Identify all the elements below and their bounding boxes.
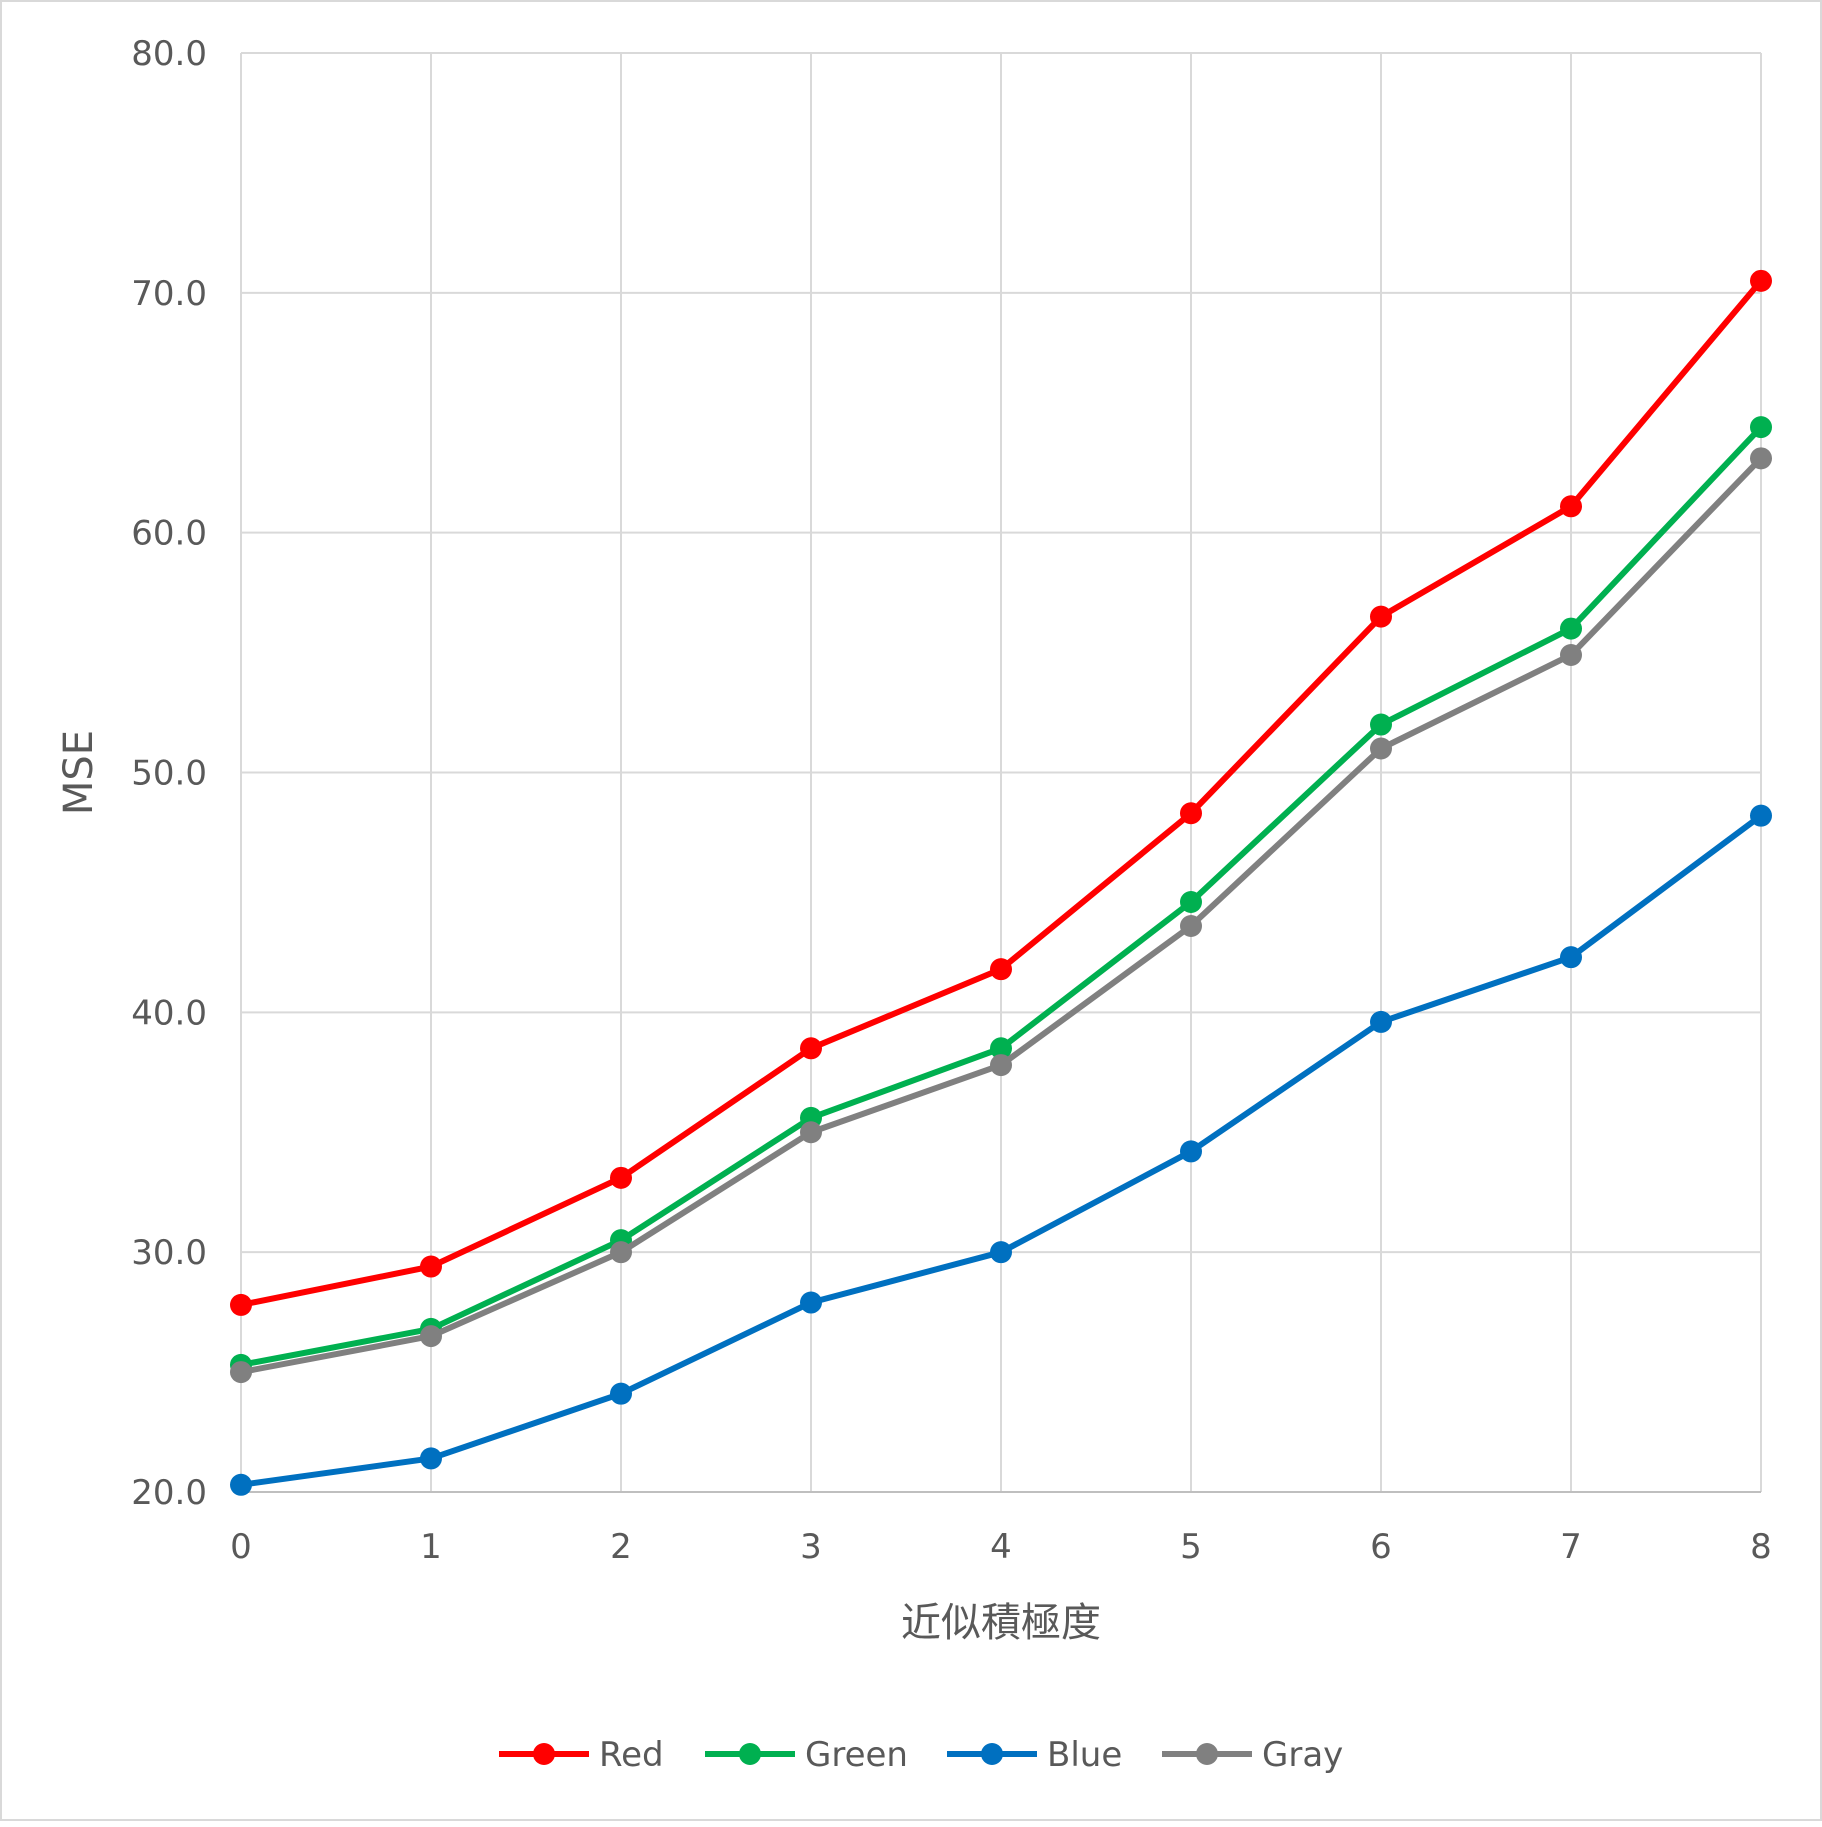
data-point-blue: [1750, 804, 1772, 827]
data-point-red: [990, 958, 1012, 981]
data-point-red: [800, 1037, 822, 1060]
data-point-blue: [610, 1382, 632, 1405]
x-tick-label: 8: [1750, 1527, 1772, 1567]
x-tick-label: 4: [990, 1527, 1012, 1567]
series-layer: [230, 269, 1772, 1496]
data-point-blue: [1370, 1010, 1392, 1033]
data-point-green: [1560, 617, 1582, 640]
y-tick-label: 40.0: [131, 993, 207, 1033]
y-tick-label: 80.0: [131, 34, 207, 74]
y-tick-label: 50.0: [131, 754, 207, 794]
data-point-red: [230, 1293, 252, 1316]
data-point-blue: [230, 1473, 252, 1496]
x-tick-label: 3: [800, 1527, 822, 1567]
data-point-gray: [420, 1325, 442, 1348]
y-axis-title: MSE: [56, 730, 102, 815]
data-point-blue: [1180, 1140, 1202, 1163]
y-tick-label: 20.0: [131, 1473, 207, 1513]
y-tick-label: 30.0: [131, 1233, 207, 1273]
data-point-red: [1560, 495, 1582, 518]
data-point-blue: [800, 1291, 822, 1314]
x-axis-title: 近似積極度: [901, 1600, 1101, 1646]
data-point-red: [420, 1255, 442, 1278]
x-tick-label: 7: [1560, 1527, 1582, 1567]
data-point-green: [1180, 891, 1202, 914]
legend-marker-blue: [981, 1743, 1003, 1765]
data-point-gray: [230, 1361, 252, 1384]
data-point-red: [610, 1166, 632, 1189]
data-point-green: [1750, 416, 1772, 439]
data-point-gray: [1560, 643, 1582, 666]
data-point-blue: [1560, 946, 1582, 969]
legend-label-green: Green: [805, 1735, 908, 1775]
legend-item-gray: Gray: [1162, 1735, 1343, 1775]
data-point-gray: [800, 1121, 822, 1144]
data-point-gray: [990, 1054, 1012, 1077]
legend-label-gray: Gray: [1262, 1735, 1343, 1775]
tick-label-layer: 20.0 30.0 40.0 50.0 60.0 70.0 80.0 0 1 2 3 4 5 6 7 8: [131, 34, 1772, 1567]
data-point-green: [990, 1037, 1012, 1060]
legend: Red Green Blue Gray: [499, 1735, 1343, 1775]
y-tick-label: 60.0: [131, 514, 207, 554]
x-tick-label: 1: [420, 1527, 442, 1567]
legend-marker-gray: [1196, 1743, 1218, 1765]
data-point-blue: [990, 1241, 1012, 1264]
legend-marker-red: [533, 1743, 555, 1765]
legend-item-green: Green: [705, 1735, 908, 1775]
legend-label-red: Red: [599, 1735, 664, 1775]
x-tick-label: 6: [1370, 1527, 1392, 1567]
legend-item-red: Red: [499, 1735, 664, 1775]
data-point-green: [1370, 713, 1392, 736]
data-point-gray: [1750, 447, 1772, 470]
grid-layer: [240, 52, 1762, 1492]
data-point-red: [1370, 605, 1392, 628]
legend-marker-green: [739, 1743, 761, 1765]
legend-item-blue: Blue: [947, 1735, 1122, 1775]
data-point-blue: [420, 1447, 442, 1470]
legend-label-blue: Blue: [1047, 1735, 1122, 1775]
data-point-gray: [610, 1241, 632, 1264]
data-point-red: [1750, 269, 1772, 292]
x-tick-label: 2: [610, 1527, 632, 1567]
data-point-red: [1180, 802, 1202, 825]
data-point-gray: [1370, 737, 1392, 760]
y-tick-label: 70.0: [131, 274, 207, 314]
x-tick-label: 0: [230, 1527, 252, 1567]
x-tick-label: 5: [1180, 1527, 1202, 1567]
data-point-gray: [1180, 914, 1202, 937]
